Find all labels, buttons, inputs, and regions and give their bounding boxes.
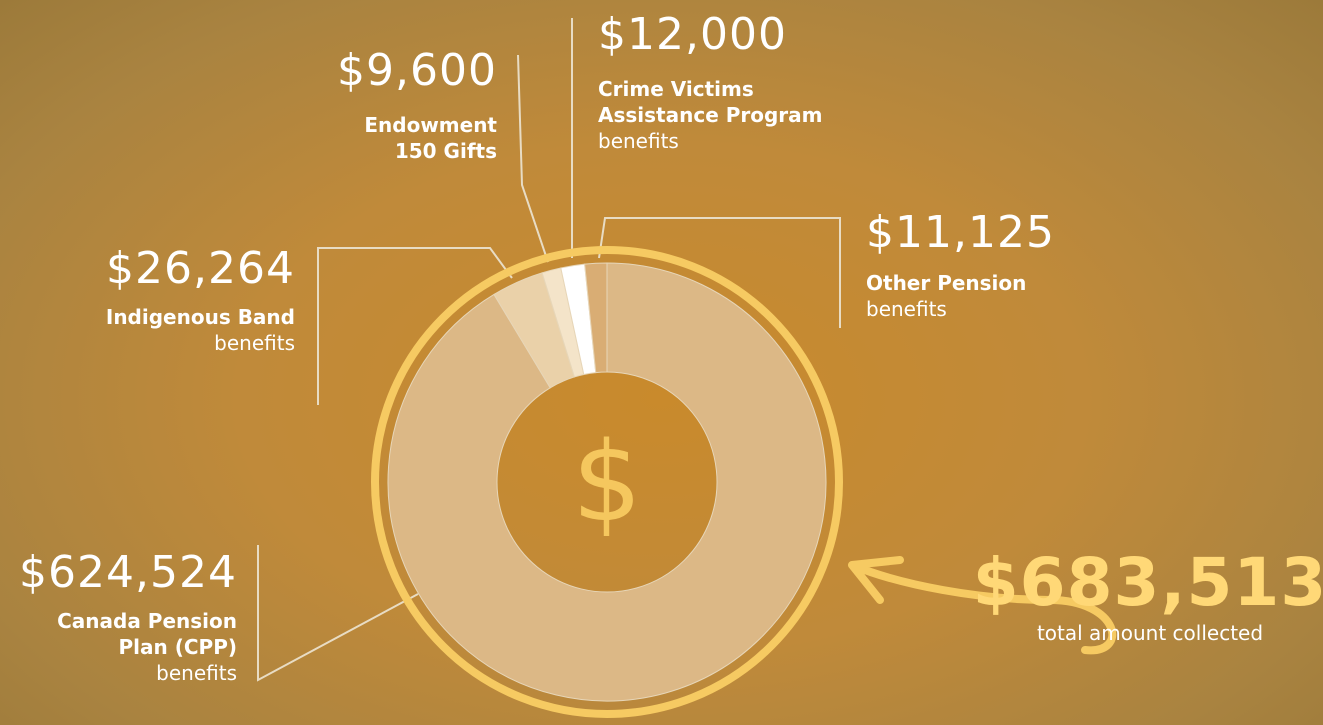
leader-line (257, 545, 419, 682)
slice (584, 262, 608, 374)
leader-line (598, 217, 841, 328)
outer-ring (371, 246, 843, 718)
slice (387, 262, 827, 702)
value-label: $11,125 (866, 207, 1055, 258)
total-arrow (848, 556, 1117, 655)
category-name: Other Pension (866, 271, 1027, 295)
label: $9,600 Endowment 150 Gifts (297, 46, 497, 164)
category-name: Crime Victims Assistance Program (598, 77, 823, 127)
total-value: $683,513 (972, 544, 1323, 621)
category-suffix: benefits (866, 297, 947, 321)
value-label: $9,600 (337, 45, 497, 96)
center-symbol: $ (572, 418, 642, 546)
category-name: Indigenous Band (105, 305, 295, 329)
total: $683,513 total amount collected (960, 544, 1323, 646)
value-label: $26,264 (106, 243, 295, 294)
donut (387, 262, 827, 702)
total-caption: total amount collected (1036, 621, 1264, 645)
value-label: $12,000 (598, 9, 787, 60)
label: $12,000 Crime Victims Assistance Program… (598, 10, 858, 154)
label: $624,524 Canada Pension Plan (CPP) benef… (0, 548, 237, 686)
category-suffix: benefits (598, 129, 679, 153)
category-suffix: benefits (214, 331, 295, 355)
leader-lines (257, 18, 841, 682)
leader-line (517, 54, 549, 263)
label: $11,125 Other Pension benefits (866, 208, 1126, 322)
leader-line (317, 247, 513, 405)
value-label: $624,524 (19, 547, 237, 598)
label: $26,264 Indigenous Band benefits (60, 244, 295, 356)
category-name: Canada Pension Plan (CPP) (57, 609, 237, 659)
category-suffix: benefits (156, 661, 237, 685)
category-name: Endowment 150 Gifts (364, 113, 497, 163)
